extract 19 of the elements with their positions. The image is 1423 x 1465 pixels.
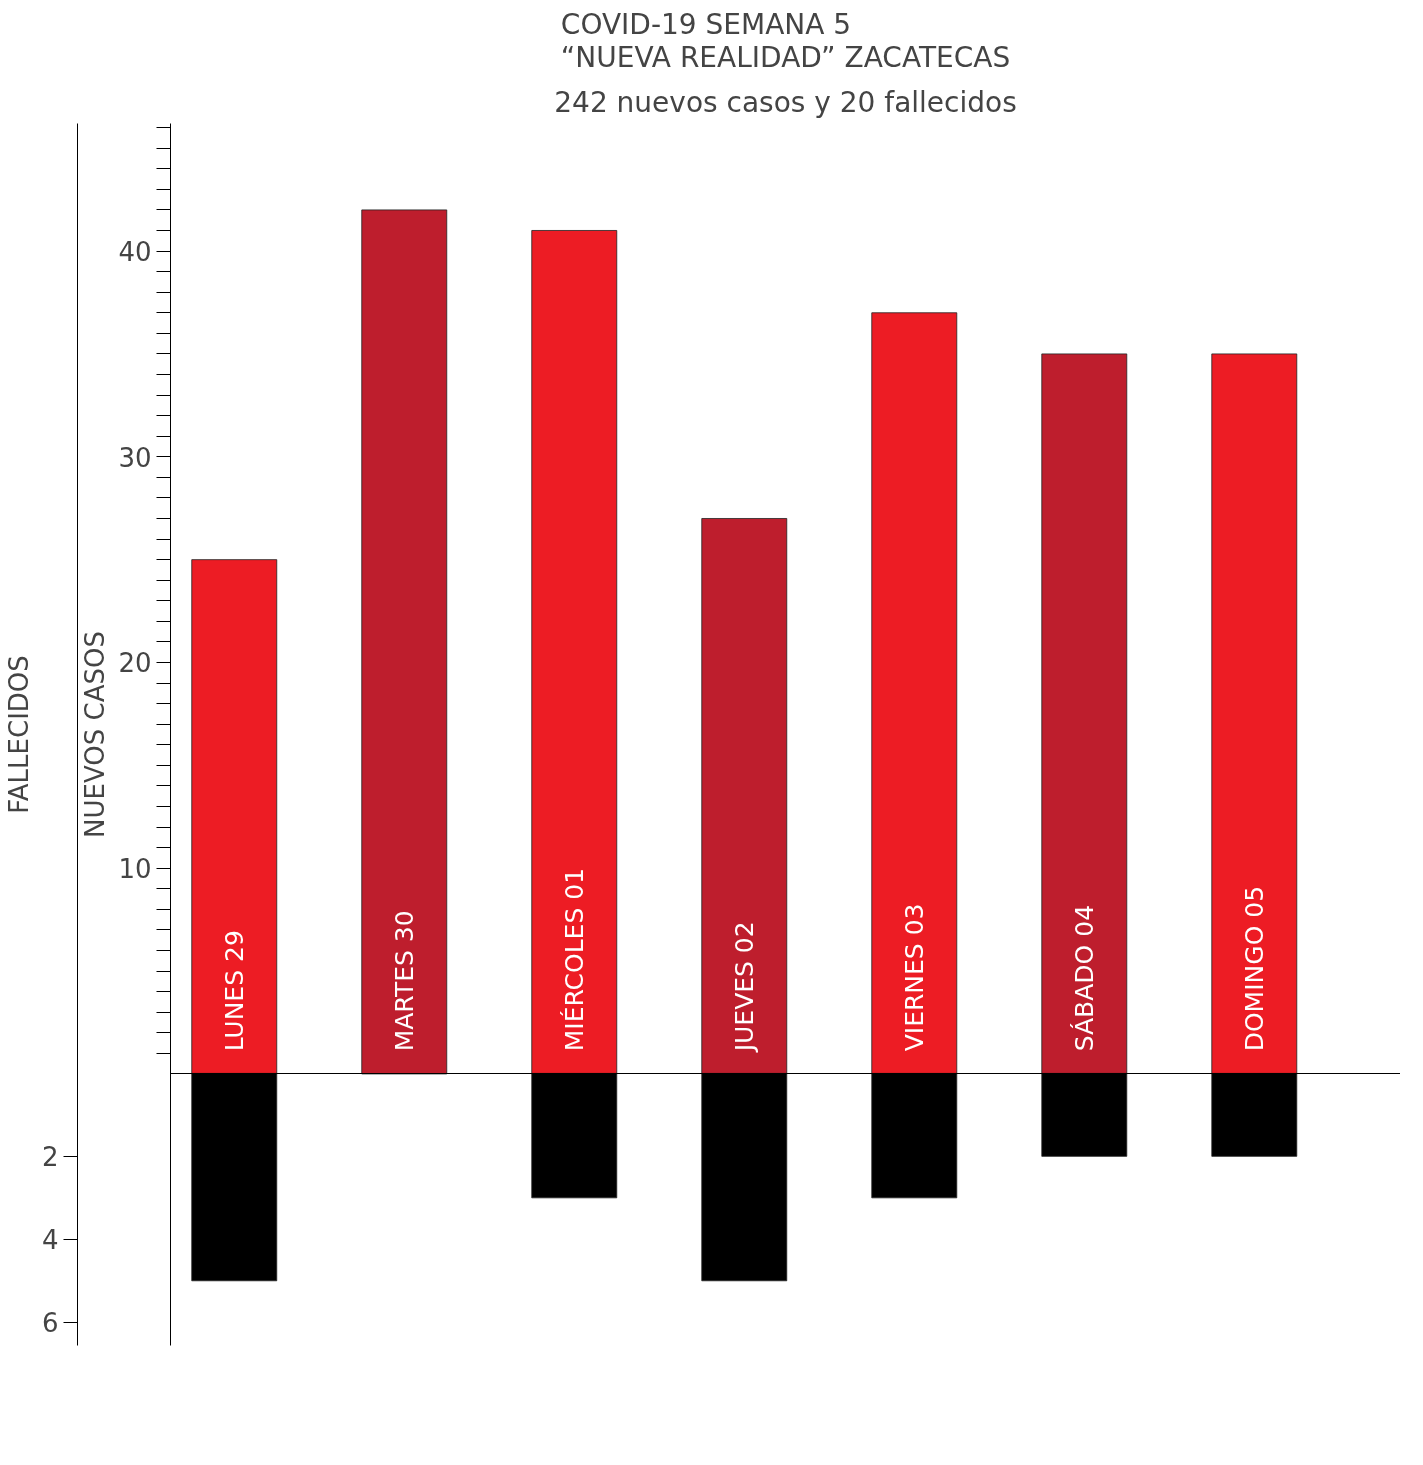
- x-tick-label: SÁBADO 04: [1069, 904, 1099, 1052]
- chart-subtitle: 242 nuevos casos y 20 fallecidos: [554, 85, 1017, 119]
- x-tick-label: VIERNES 03: [899, 903, 929, 1052]
- x-tick-label: JUEVES 02: [729, 921, 759, 1054]
- x-tick-label: LUNES 29: [219, 930, 249, 1052]
- bar: [361, 209, 448, 1075]
- y2-axis-title: FALLECIDOS: [3, 655, 34, 814]
- x-tick-label: DOMINGO 05: [1239, 885, 1269, 1052]
- x-tick-label: MIÉRCOLES 01: [559, 867, 589, 1052]
- chart-title: COVID-19 SEMANA 5 “NUEVA REALIDAD” ZACATECAS: [560, 7, 1011, 74]
- y2-tick-label: 4: [41, 1225, 59, 1256]
- y-axis-title: NUEVOS CASOS: [80, 631, 111, 838]
- y-tick-label: 40: [118, 237, 152, 268]
- y2-tick-label: 2: [41, 1142, 59, 1173]
- y2-tick-label: 6: [41, 1308, 59, 1339]
- y-tick-label: 10: [118, 854, 152, 885]
- y-tick-label: 30: [118, 442, 152, 473]
- y-tick-label: 20: [118, 648, 152, 679]
- x-tick-label: MARTES 30: [389, 910, 419, 1052]
